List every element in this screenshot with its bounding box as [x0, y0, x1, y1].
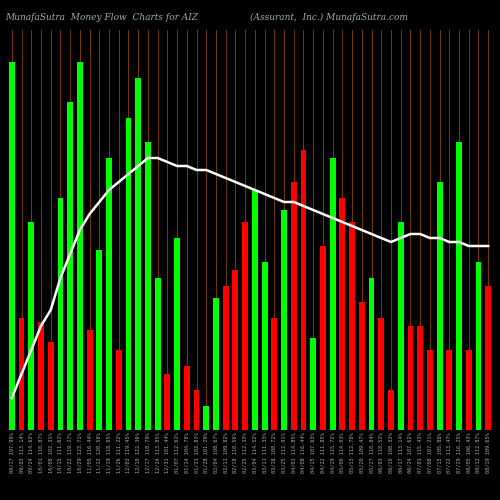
Bar	[368, 278, 374, 430]
Bar	[417, 326, 423, 430]
Bar	[18, 318, 24, 430]
Bar	[126, 118, 132, 430]
Bar	[408, 326, 414, 430]
Bar	[242, 222, 248, 430]
Bar	[232, 270, 238, 430]
Bar	[145, 142, 151, 430]
Bar	[86, 330, 92, 430]
Bar	[262, 262, 268, 430]
Bar	[388, 390, 394, 430]
Bar	[106, 158, 112, 430]
Bar	[272, 318, 277, 430]
Bar	[174, 238, 180, 430]
Bar	[300, 150, 306, 430]
Bar	[58, 198, 64, 430]
Bar	[67, 102, 73, 430]
Bar	[310, 338, 316, 430]
Bar	[446, 350, 452, 430]
Bar	[456, 142, 462, 430]
Bar	[136, 78, 141, 430]
Bar	[281, 210, 287, 430]
Bar	[349, 222, 355, 430]
Bar	[38, 322, 44, 430]
Bar	[398, 222, 404, 430]
Text: MunafaSutra  Money Flow  Charts for AIZ: MunafaSutra Money Flow Charts for AIZ	[5, 12, 198, 22]
Bar	[252, 190, 258, 430]
Bar	[476, 262, 482, 430]
Bar	[213, 298, 219, 430]
Bar	[77, 62, 83, 430]
Bar	[28, 222, 34, 430]
Bar	[359, 302, 364, 430]
Bar	[466, 350, 471, 430]
Bar	[194, 390, 200, 430]
Bar	[436, 182, 442, 430]
Bar	[96, 250, 102, 430]
Bar	[154, 278, 160, 430]
Bar	[48, 342, 54, 430]
Bar	[330, 158, 336, 430]
Bar	[223, 286, 228, 430]
Bar	[486, 286, 491, 430]
Text: (Assurant,  Inc.) MunafaSutra.com: (Assurant, Inc.) MunafaSutra.com	[250, 12, 408, 22]
Bar	[427, 350, 433, 430]
Bar	[320, 246, 326, 430]
Bar	[184, 366, 190, 430]
Bar	[204, 406, 209, 430]
Bar	[9, 62, 15, 430]
Bar	[291, 182, 296, 430]
Bar	[164, 374, 170, 430]
Bar	[116, 350, 121, 430]
Bar	[340, 198, 345, 430]
Bar	[378, 318, 384, 430]
